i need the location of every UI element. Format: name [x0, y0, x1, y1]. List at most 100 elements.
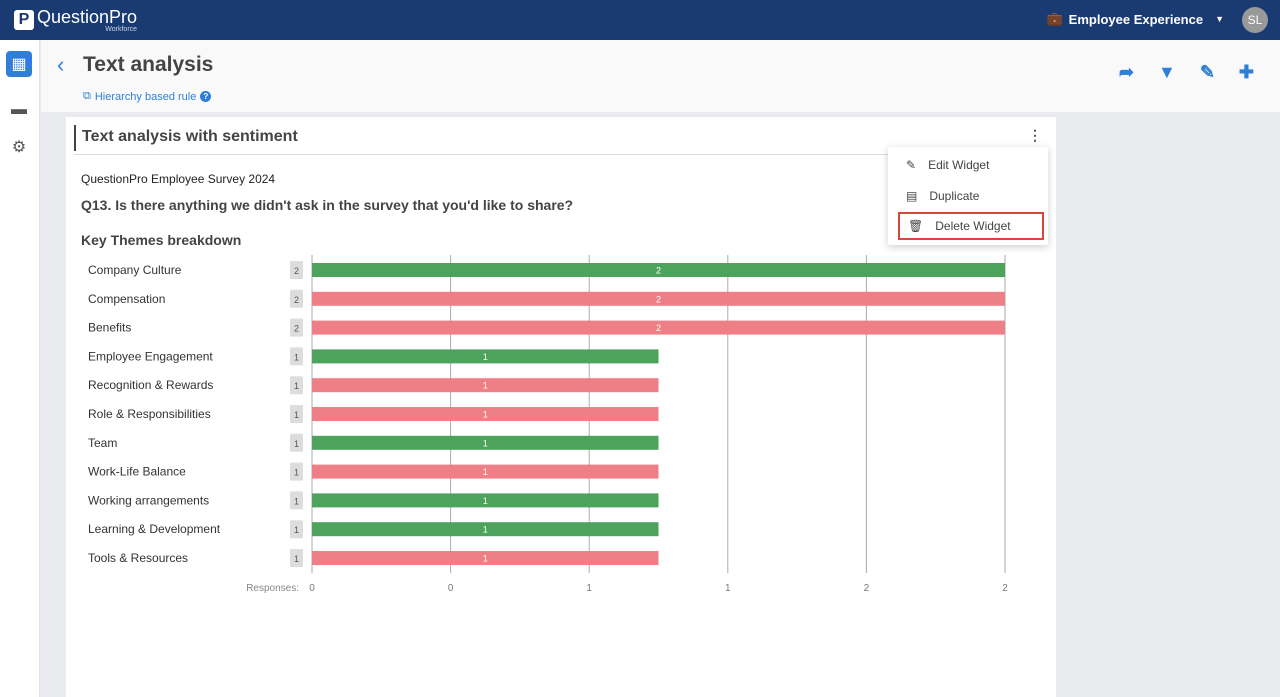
question-text: Q13. Is there anything we didn't ask in … [81, 197, 574, 213]
dashboard-icon[interactable]: ▦ [6, 51, 32, 77]
product-label: Employee Experience [1068, 11, 1204, 27]
widget-title: Text analysis with sentiment [74, 125, 298, 151]
top-bar: P QuestionPro Workforce 💼 Employee Experi… [0, 0, 1280, 40]
questionpro-logo[interactable]: P QuestionPro Workforce [14, 8, 137, 33]
divider [74, 154, 1036, 155]
x-tick-label: 1 [586, 583, 592, 594]
avatar[interactable]: SL [1242, 7, 1268, 33]
survey-name: QuestionPro Employee Survey 2024 [81, 172, 276, 186]
kebab-menu-icon[interactable]: ⋮ [1028, 127, 1042, 143]
logo-text: QuestionPro [37, 6, 138, 27]
category-label: Role & Responsibilities [88, 407, 211, 421]
count-badge-value: 1 [294, 468, 299, 478]
trash-icon: 🗑 [908, 219, 924, 233]
menu-item-edit-widget[interactable]: ✎ Edit Widget [898, 151, 1044, 179]
widget-context-menu: ✎ Edit Widget ▤ Duplicate 🗑 Delete Widget [888, 147, 1048, 245]
bar-value-label: 2 [656, 294, 661, 304]
count-badge [290, 289, 303, 308]
category-label: Working arrangements [88, 493, 209, 507]
logo-subtext: Workforce [105, 25, 138, 33]
menu-item-duplicate[interactable]: ▤ Duplicate [898, 182, 1044, 210]
count-badge [290, 433, 303, 452]
pencil-icon[interactable]: ✎ [1199, 62, 1215, 82]
bar-value-label: 1 [483, 496, 488, 506]
category-label: Compensation [88, 292, 165, 306]
pencil-icon: ✎ [906, 158, 917, 172]
count-badge-value: 1 [294, 496, 299, 506]
bar [312, 551, 659, 565]
caret-down-icon: ▼ [1215, 14, 1224, 24]
bar [312, 464, 659, 479]
bar-value-label: 1 [483, 352, 488, 362]
count-badge-value: 1 [294, 352, 299, 362]
help-icon[interactable]: ? [200, 91, 212, 102]
menu-item-label: Delete Widget [935, 219, 1011, 233]
count-badge [290, 261, 303, 279]
count-badge [290, 376, 303, 395]
count-badge-value: 1 [294, 381, 299, 391]
category-label: Recognition & Rewards [88, 378, 213, 392]
hierarchy-icon: ⧉ [83, 90, 91, 102]
count-badge-value: 2 [294, 266, 299, 276]
count-badge-value: 1 [294, 439, 299, 449]
count-badge-value: 1 [294, 554, 299, 564]
menu-item-label: Edit Widget [928, 158, 990, 172]
x-tick-label: 0 [309, 583, 315, 594]
category-label: Employee Engagement [88, 349, 213, 363]
share-icon[interactable]: ➦ [1118, 62, 1134, 82]
bar [312, 349, 659, 364]
count-badge [290, 462, 303, 481]
folder-icon[interactable]: ▬ [11, 101, 27, 118]
bar-value-label: 1 [483, 554, 488, 564]
category-label: Company Culture [88, 263, 182, 277]
x-tick-label: 2 [1002, 583, 1008, 594]
bar-value-label: 1 [483, 525, 488, 535]
category-label: Team [88, 436, 117, 450]
count-badge-value: 1 [294, 525, 299, 535]
x-tick-label: 1 [725, 583, 731, 594]
x-tick-label: 2 [864, 583, 870, 594]
briefcase-icon: 💼 [1046, 11, 1063, 26]
count-badge [290, 520, 303, 539]
product-switcher[interactable]: 💼 Employee Experience ▼ [1046, 11, 1224, 27]
gear-icon[interactable]: ⚙ [11, 139, 27, 156]
count-badge [290, 491, 303, 510]
category-label: Learning & Development [88, 522, 221, 536]
hierarchy-rule-label: Hierarchy based rule [94, 90, 197, 103]
back-chevron-icon[interactable]: ‹ [57, 52, 65, 77]
bar [312, 435, 659, 450]
bar [312, 291, 1005, 306]
count-badge [290, 347, 303, 366]
x-axis-label: Responses: [246, 583, 299, 594]
filter-icon[interactable]: ▼ [1157, 62, 1176, 82]
bar-value-label: 2 [656, 323, 661, 333]
bar [312, 263, 1005, 277]
x-tick-label: 0 [448, 583, 454, 594]
bar-value-label: 1 [483, 467, 488, 477]
bar [312, 378, 659, 393]
category-label: Work-Life Balance [88, 465, 186, 479]
count-badge [290, 549, 303, 567]
menu-item-label: Duplicate [929, 189, 980, 203]
duplicate-icon: ▤ [906, 189, 918, 203]
page-title: Text analysis [83, 53, 214, 76]
count-badge-value: 2 [294, 295, 299, 305]
bar [312, 493, 659, 508]
bar-value-label: 1 [483, 410, 488, 420]
bar [312, 522, 659, 537]
plus-icon[interactable]: ✚ [1238, 62, 1254, 82]
category-label: Benefits [88, 321, 131, 335]
page-header: ‹ Text analysis ⧉ Hierarchy based rule ?… [41, 40, 1280, 112]
hierarchy-rule-link[interactable]: ⧉ Hierarchy based rule ? [83, 90, 212, 103]
count-badge-value: 2 [294, 324, 299, 334]
bar-value-label: 1 [483, 438, 488, 448]
bar-value-label: 2 [656, 266, 661, 276]
bar [312, 320, 1005, 335]
category-label: Tools & Resources [88, 551, 188, 565]
count-badge [290, 405, 303, 423]
bar [312, 407, 659, 421]
count-badge-value: 1 [294, 410, 299, 420]
chart-title: Key Themes breakdown [81, 232, 242, 248]
menu-item-delete-widget[interactable]: 🗑 Delete Widget [898, 212, 1044, 240]
